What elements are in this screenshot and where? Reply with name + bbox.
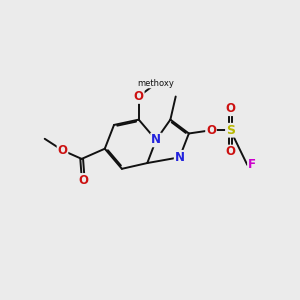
Text: O: O <box>58 144 68 157</box>
Text: methoxy: methoxy <box>138 79 175 88</box>
Text: N: N <box>175 151 184 164</box>
Text: F: F <box>248 158 256 171</box>
Text: O: O <box>225 146 236 158</box>
Text: O: O <box>206 124 216 137</box>
Text: O: O <box>78 174 88 187</box>
Text: O: O <box>225 102 236 115</box>
Text: S: S <box>226 124 235 137</box>
Text: O: O <box>134 90 144 103</box>
Text: N: N <box>151 134 161 146</box>
